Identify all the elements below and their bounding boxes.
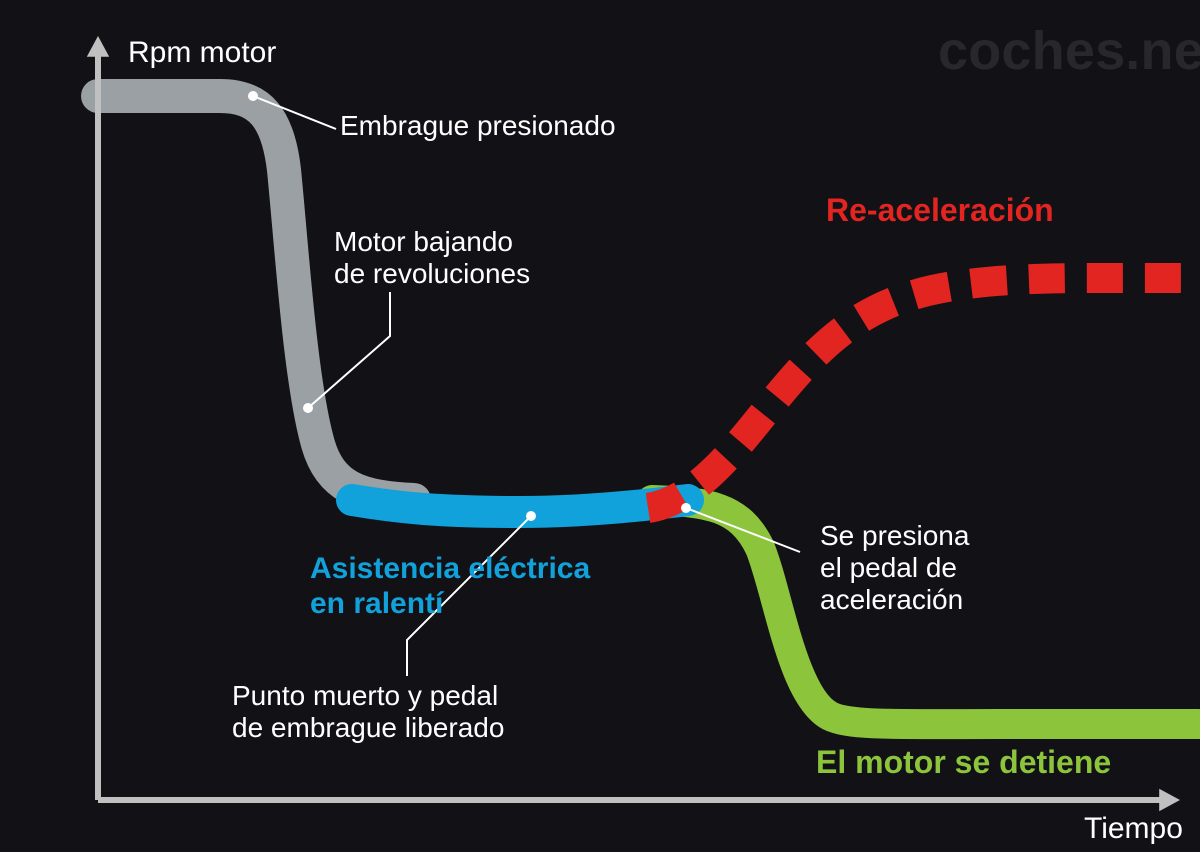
axis-x-label: Tiempo <box>1084 812 1183 847</box>
label-clutch-pressed: Embrague presionado <box>340 110 616 142</box>
axis-x-arrow <box>1159 789 1180 811</box>
label-neutral-release: Punto muerto y pedal de embrague liberad… <box>232 680 504 744</box>
label-re-accel: Re-aceleración <box>826 192 1054 229</box>
curve-red-dash <box>648 278 1200 508</box>
leader-dot-3 <box>526 511 536 521</box>
chart-stage: coches.net Rpm motor Tiempo Embrague pre… <box>0 0 1200 852</box>
label-engine-stops: El motor se detiene <box>816 744 1111 781</box>
label-electric-assist: Asistencia eléctrica en ralentí <box>310 552 590 621</box>
leader-dot-1 <box>303 403 313 413</box>
leader-dot-2 <box>681 503 691 513</box>
leader-dot-0 <box>248 91 258 101</box>
axis-y-label: Rpm motor <box>128 36 276 71</box>
label-engine-dropping: Motor bajando de revoluciones <box>334 226 530 290</box>
axis-y-arrow <box>87 36 109 57</box>
label-pedal-pressed: Se presiona el pedal de aceleración <box>820 520 969 617</box>
curve-gray <box>98 96 414 500</box>
curve-blue <box>352 500 688 512</box>
watermark-text: coches.net <box>938 20 1200 82</box>
